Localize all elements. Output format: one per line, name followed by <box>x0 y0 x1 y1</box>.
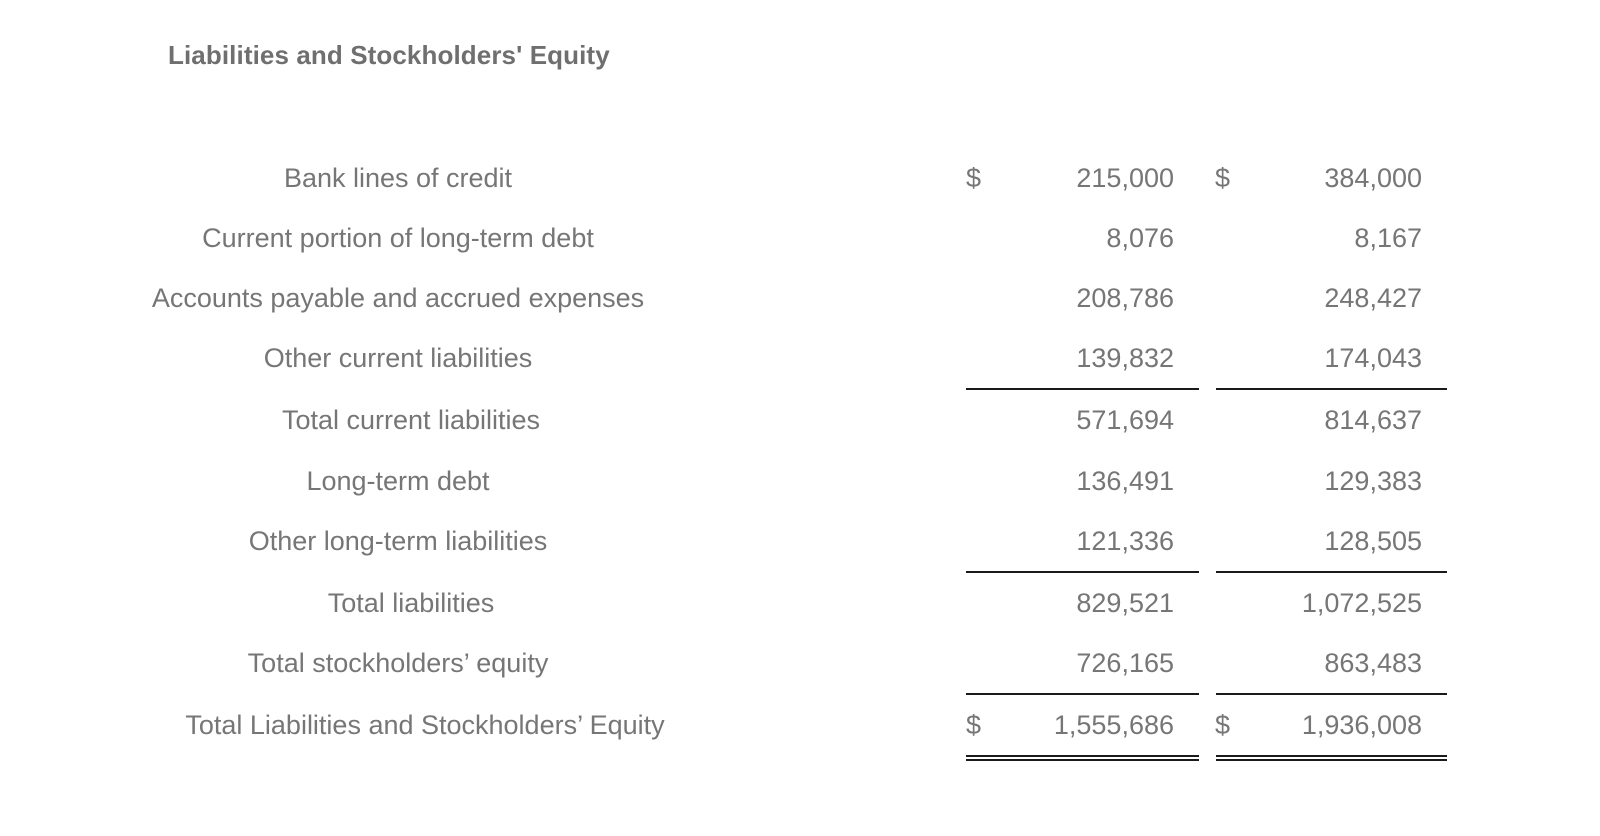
value-col1: 136,491 <box>1076 466 1174 496</box>
value-col2: 814,637 <box>1324 405 1422 435</box>
value-col2: 174,043 <box>1324 343 1422 373</box>
subtotal-rule <box>1216 693 1447 695</box>
row-label: Long-term debt <box>306 466 490 496</box>
table-row: Total stockholders’ equity 726,165 863,4… <box>0 643 1600 683</box>
subtotal-rule <box>1216 388 1447 390</box>
row-label: Current portion of long-term debt <box>202 223 594 253</box>
value-col2: 129,383 <box>1324 466 1422 496</box>
table-row: Bank lines of credit $ 215,000 $ 384,000 <box>0 158 1600 198</box>
table-row: Other long-term liabilities 121,336 128,… <box>0 521 1600 561</box>
value-col1: 121,336 <box>1076 526 1174 556</box>
value-col1: 8,076 <box>1106 223 1174 253</box>
value-col1: 1,555,686 <box>1053 710 1174 740</box>
row-label: Accounts payable and accrued expenses <box>151 283 645 313</box>
table-row: Total liabilities 829,521 1,072,525 <box>0 583 1600 623</box>
grand-total-double-rule <box>1216 755 1447 761</box>
table-row: Total Liabilities and Stockholders’ Equi… <box>0 705 1600 745</box>
row-label: Other long-term liabilities <box>248 526 548 556</box>
grand-total-double-rule <box>966 755 1199 761</box>
value-col2: 248,427 <box>1324 283 1422 313</box>
row-label: Total stockholders’ equity <box>247 648 549 678</box>
table-row: Current portion of long-term debt 8,076 … <box>0 218 1600 258</box>
subtotal-rule <box>966 571 1199 573</box>
value-col2: 1,936,008 <box>1301 710 1422 740</box>
value-col1: 726,165 <box>1076 648 1174 678</box>
section-title: Liabilities and Stockholders' Equity <box>168 40 610 70</box>
subtotal-rule <box>966 388 1199 390</box>
currency-symbol: $ <box>1215 710 1231 740</box>
row-label: Total current liabilities <box>281 405 541 435</box>
value-col1: 215,000 <box>1076 163 1174 193</box>
value-col2: 1,072,525 <box>1301 588 1422 618</box>
subtotal-rule <box>1216 571 1447 573</box>
value-col2: 863,483 <box>1324 648 1422 678</box>
currency-symbol: $ <box>966 710 982 740</box>
row-label: Total Liabilities and Stockholders’ Equi… <box>185 710 665 740</box>
row-label: Bank lines of credit <box>283 163 513 193</box>
table-row: Long-term debt 136,491 129,383 <box>0 461 1600 501</box>
value-col2: 384,000 <box>1324 163 1422 193</box>
value-col1: 571,694 <box>1076 405 1174 435</box>
table-row: Total current liabilities 571,694 814,63… <box>0 400 1600 440</box>
table-row: Accounts payable and accrued expenses 20… <box>0 278 1600 318</box>
currency-symbol: $ <box>1215 163 1231 193</box>
currency-symbol: $ <box>966 163 982 193</box>
row-label: Other current liabilities <box>263 343 533 373</box>
value-col1: 139,832 <box>1076 343 1174 373</box>
table-row: Other current liabilities 139,832 174,04… <box>0 338 1600 378</box>
value-col1: 208,786 <box>1076 283 1174 313</box>
row-label: Total liabilities <box>327 588 495 618</box>
value-col2: 8,167 <box>1354 223 1422 253</box>
value-col1: 829,521 <box>1076 588 1174 618</box>
subtotal-rule <box>966 693 1199 695</box>
value-col2: 128,505 <box>1324 526 1422 556</box>
